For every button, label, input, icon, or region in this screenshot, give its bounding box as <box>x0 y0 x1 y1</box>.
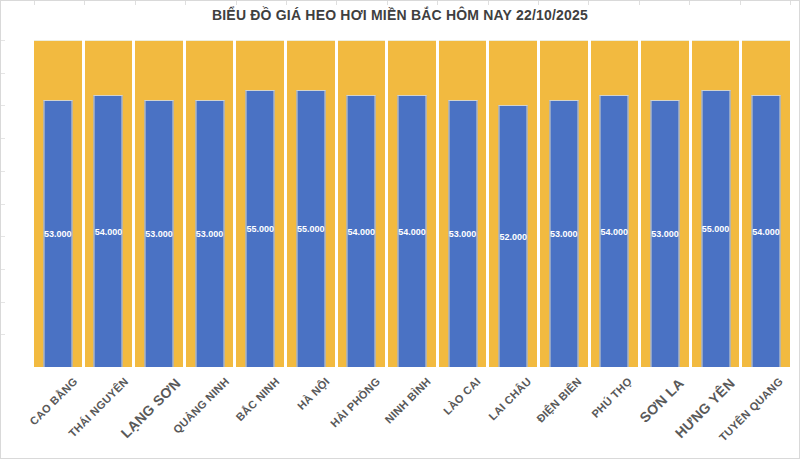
bar-value-label: 55.000 <box>702 224 730 234</box>
x-axis-labels: CAO BẰNGTHÁI NGUYÊNLẠNG SƠNQUẢNG NINHBẮC… <box>1 367 800 459</box>
bar-value-label: 55.000 <box>246 224 274 234</box>
value-bar: 52.000 <box>499 105 528 367</box>
left-axis-ticks <box>1 40 5 367</box>
category-column: 53.000 <box>186 40 234 367</box>
category-column: 53.000 <box>34 40 82 367</box>
category-column: 54.000 <box>338 40 386 367</box>
bar-value-label: 53.000 <box>449 229 477 239</box>
plot-area: 53.000 54.000 53.000 53.000 55.000 55.000 54.0… <box>34 40 790 367</box>
x-axis-label: ĐIỆN BIÊN <box>534 375 584 425</box>
value-bar: 54.000 <box>752 95 781 367</box>
category-column: 54.000 <box>742 40 790 367</box>
category-column: 54.000 <box>591 40 639 367</box>
value-bar: 54.000 <box>347 95 376 367</box>
category-column: 55.000 <box>236 40 284 367</box>
x-axis-label: NINH BÌNH <box>382 375 433 426</box>
bar-value-label: 55.000 <box>297 224 325 234</box>
bar-value-label: 54.000 <box>95 227 123 237</box>
x-axis-label: BẮC NINH <box>233 375 281 423</box>
value-bar: 55.000 <box>246 90 275 367</box>
x-axis-label: CAO BẰNG <box>27 375 80 428</box>
value-bar: 55.000 <box>701 90 730 367</box>
value-bar: 55.000 <box>296 90 325 367</box>
x-axis-label: HÀ NỘI <box>295 375 332 412</box>
bar-value-label: 54.000 <box>752 227 780 237</box>
bar-value-label: 53.000 <box>651 229 679 239</box>
bar-value-label: 53.000 <box>196 229 224 239</box>
category-column: 53.000 <box>641 40 689 367</box>
category-column: 52.000 <box>489 40 537 367</box>
bar-value-label: 54.000 <box>601 227 629 237</box>
value-bar: 54.000 <box>94 95 123 367</box>
x-axis-label: HẢI PHÒNG <box>328 375 382 429</box>
value-bar: 53.000 <box>650 100 679 367</box>
value-bar: 53.000 <box>448 100 477 367</box>
category-column: 54.000 <box>388 40 436 367</box>
category-column: 53.000 <box>135 40 183 367</box>
chart-title: BIỂU ĐỒ GIÁ HEO HƠI MIỀN BẮC HÔM NAY 22/… <box>1 7 799 23</box>
value-bar: 53.000 <box>144 100 173 367</box>
category-column: 53.000 <box>439 40 487 367</box>
bar-value-label: 52.000 <box>499 232 527 242</box>
value-bar: 54.000 <box>397 95 426 367</box>
chart-frame: BIỂU ĐỒ GIÁ HEO HƠI MIỀN BẮC HÔM NAY 22/… <box>0 0 800 459</box>
bar-value-label: 53.000 <box>550 229 578 239</box>
bar-value-label: 53.000 <box>145 229 173 239</box>
x-axis-label: LÀO CAI <box>441 375 483 417</box>
bar-value-label: 54.000 <box>348 227 376 237</box>
category-column: 54.000 <box>85 40 133 367</box>
value-bar: 53.000 <box>549 100 578 367</box>
x-axis-label: PHÚ THỌ <box>589 375 634 420</box>
category-column: 53.000 <box>540 40 588 367</box>
category-column: 55.000 <box>287 40 335 367</box>
value-bar: 54.000 <box>600 95 629 367</box>
x-axis-label: SƠN LA <box>637 375 688 426</box>
bar-value-label: 53.000 <box>44 229 72 239</box>
value-bar: 53.000 <box>43 100 72 367</box>
top-axis-ticks <box>34 1 791 5</box>
bar-value-label: 54.000 <box>398 227 426 237</box>
category-column: 55.000 <box>692 40 740 367</box>
x-axis-label: LAI CHÂU <box>486 375 533 422</box>
value-bar: 53.000 <box>195 100 224 367</box>
